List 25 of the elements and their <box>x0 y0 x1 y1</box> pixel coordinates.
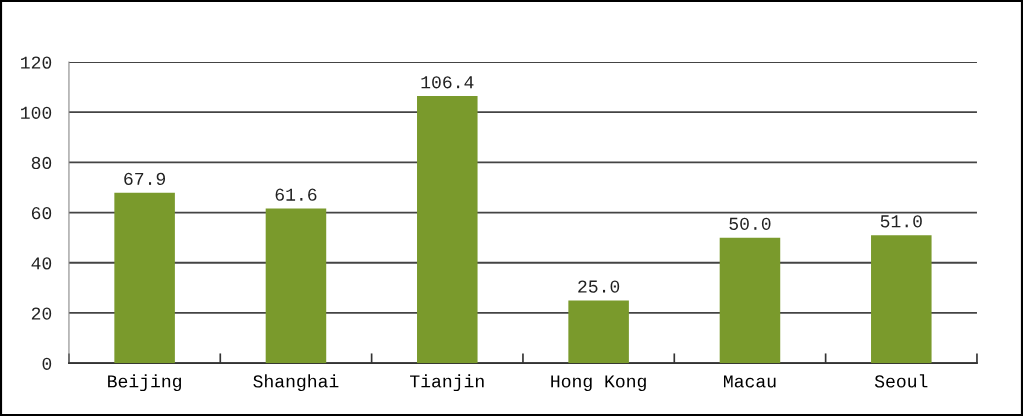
x-tick-label: Hong Kong <box>551 375 646 392</box>
x-tick-label: Beijing <box>108 374 181 392</box>
x-tick-label: Shanghai <box>253 374 339 392</box>
bar <box>568 300 629 364</box>
bar <box>265 208 327 364</box>
data-label: 61.6 <box>275 188 317 201</box>
bar <box>719 237 781 364</box>
bar <box>871 235 932 364</box>
y-tick-label: 120 <box>21 56 52 69</box>
y-tick-label: 0 <box>42 357 52 370</box>
y-tick-label: 20 <box>31 307 52 320</box>
data-label: 67.9 <box>124 172 166 186</box>
x-tick-label: Tianjin <box>410 374 484 392</box>
data-label: 50.0 <box>729 217 771 230</box>
y-tick-label: 40 <box>31 257 52 270</box>
bar <box>417 96 478 364</box>
data-label: 25.0 <box>578 280 620 293</box>
x-tick-label: Seoul <box>874 374 928 388</box>
y-tick-label: 60 <box>31 207 52 220</box>
x-tick-label: Macau <box>724 375 776 388</box>
y-tick-label: 100 <box>21 106 52 119</box>
data-label: 106.4 <box>421 76 474 89</box>
bar <box>114 192 175 364</box>
y-tick-label: 80 <box>31 156 52 170</box>
data-label: 51.0 <box>880 215 922 228</box>
